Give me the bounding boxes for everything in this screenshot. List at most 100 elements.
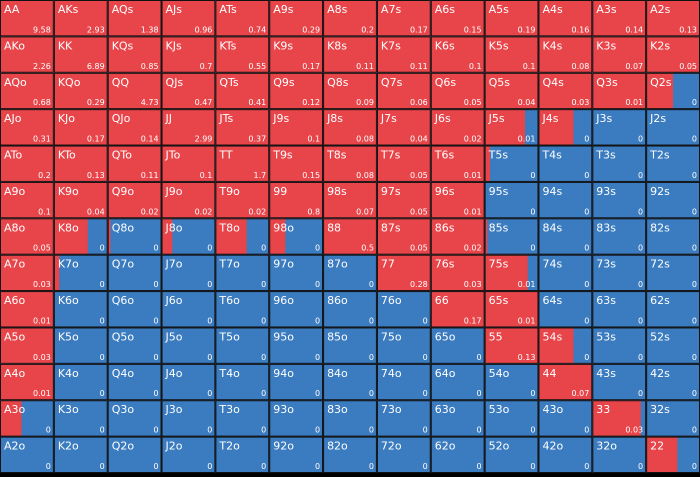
hand-value: 2.93 — [87, 25, 105, 34]
hand-label: J4o — [165, 367, 183, 380]
hand-value: 0 — [369, 280, 374, 289]
hand-label: 62o — [435, 440, 456, 453]
cell-border — [53, 327, 108, 364]
hand-label: KK — [58, 39, 73, 52]
hand-value: 0.02 — [464, 135, 482, 144]
cell-border — [215, 181, 270, 219]
hand-label: 66 — [435, 294, 449, 307]
cell-fold — [53, 363, 108, 401]
hand-value: 0 — [261, 280, 266, 289]
hand-label: 72s — [650, 258, 670, 271]
hand-label: Q5o — [112, 330, 135, 343]
cell-raise — [269, 218, 286, 255]
cell-raise — [376, 0, 431, 37]
cell-raise — [269, 181, 324, 219]
cell-border — [376, 181, 431, 219]
hand-label: AJo — [4, 112, 22, 125]
cell-raise — [53, 181, 108, 219]
cell-border — [376, 218, 431, 255]
hand-label: A8o — [4, 221, 26, 234]
hand-label: 54o — [489, 367, 510, 380]
hand-label: 99 — [273, 185, 287, 198]
hand-label: 22 — [650, 440, 664, 453]
hand-label: 88 — [327, 221, 341, 234]
hand-label: 76s — [435, 258, 455, 271]
hand-value: 1.38 — [141, 25, 159, 34]
cell-fold — [161, 400, 216, 437]
hand-label: K2s — [650, 39, 670, 52]
hand-value: 0.05 — [410, 244, 428, 253]
cell-fold — [592, 145, 647, 182]
cell-border — [215, 109, 270, 146]
cell-raise — [538, 36, 593, 73]
hand-label: T7o — [218, 258, 240, 271]
cell-border — [484, 218, 539, 255]
hand-label: 92o — [273, 440, 294, 453]
hand-value: 0.03 — [33, 280, 51, 289]
cell-border — [215, 327, 270, 364]
cell-border — [538, 145, 593, 182]
hand-value: 0.28 — [410, 280, 428, 289]
cell-border — [323, 72, 377, 110]
hand-value: 0 — [100, 353, 105, 362]
cell-raise — [484, 145, 490, 182]
cell-border — [592, 400, 647, 437]
cell-raise — [538, 109, 574, 146]
hand-label: ATs — [219, 3, 237, 16]
cell-raise — [161, 36, 216, 73]
cell-fold — [646, 109, 700, 146]
hand-label: 53o — [489, 403, 510, 416]
hand-value: 0 — [584, 316, 589, 325]
cell-border — [430, 363, 485, 401]
hand-value: 0.04 — [87, 207, 105, 216]
cell-raise — [0, 400, 22, 437]
cell-border — [592, 0, 647, 37]
cell-border — [538, 218, 593, 255]
hand-label: 82o — [327, 440, 348, 453]
cell-fold — [592, 327, 647, 364]
hand-value: 4.73 — [141, 98, 159, 107]
hand-label: 85s — [489, 221, 509, 234]
hand-label: K8s — [327, 39, 347, 52]
cell-border — [592, 72, 647, 110]
cell-fold — [376, 291, 431, 328]
cell-fold — [376, 363, 431, 401]
hand-value: 0.2 — [38, 171, 51, 180]
hand-label: 54s — [542, 330, 562, 343]
hand-value: 0 — [530, 207, 535, 216]
hand-value: 0.11 — [356, 62, 374, 71]
cell-fold — [592, 109, 647, 146]
cell-fold — [538, 436, 593, 473]
cell-border — [323, 400, 377, 437]
cell-border — [323, 291, 377, 328]
cell-raise — [484, 0, 539, 37]
cell-border — [323, 181, 377, 219]
cell-raise — [430, 72, 485, 110]
hand-label: T2o — [218, 440, 240, 453]
cell-raise — [484, 109, 525, 146]
cell-raise — [646, 0, 700, 37]
hand-value: 0 — [423, 353, 428, 362]
hand-label: K8o — [58, 221, 79, 234]
cell-border — [323, 36, 377, 73]
hand-label: J9s — [272, 112, 289, 125]
cell-fold — [107, 400, 162, 437]
hand-value: 0 — [46, 426, 51, 435]
cell-fold — [161, 291, 216, 328]
cell-fold — [592, 218, 647, 255]
cell-raise — [646, 436, 678, 473]
hand-label: J2s — [649, 112, 666, 125]
hand-label: T4o — [218, 367, 240, 380]
cell-border — [592, 291, 647, 328]
cell-border — [484, 254, 539, 292]
cell-border — [430, 36, 485, 73]
cell-raise — [484, 291, 539, 328]
cell-fold — [484, 145, 539, 182]
hand-label: T8s — [326, 149, 347, 162]
cell-raise — [215, 181, 270, 219]
cell-raise — [376, 36, 431, 73]
cell-border — [323, 363, 377, 401]
hand-value: 0 — [369, 389, 374, 398]
hand-label: K3s — [596, 39, 616, 52]
